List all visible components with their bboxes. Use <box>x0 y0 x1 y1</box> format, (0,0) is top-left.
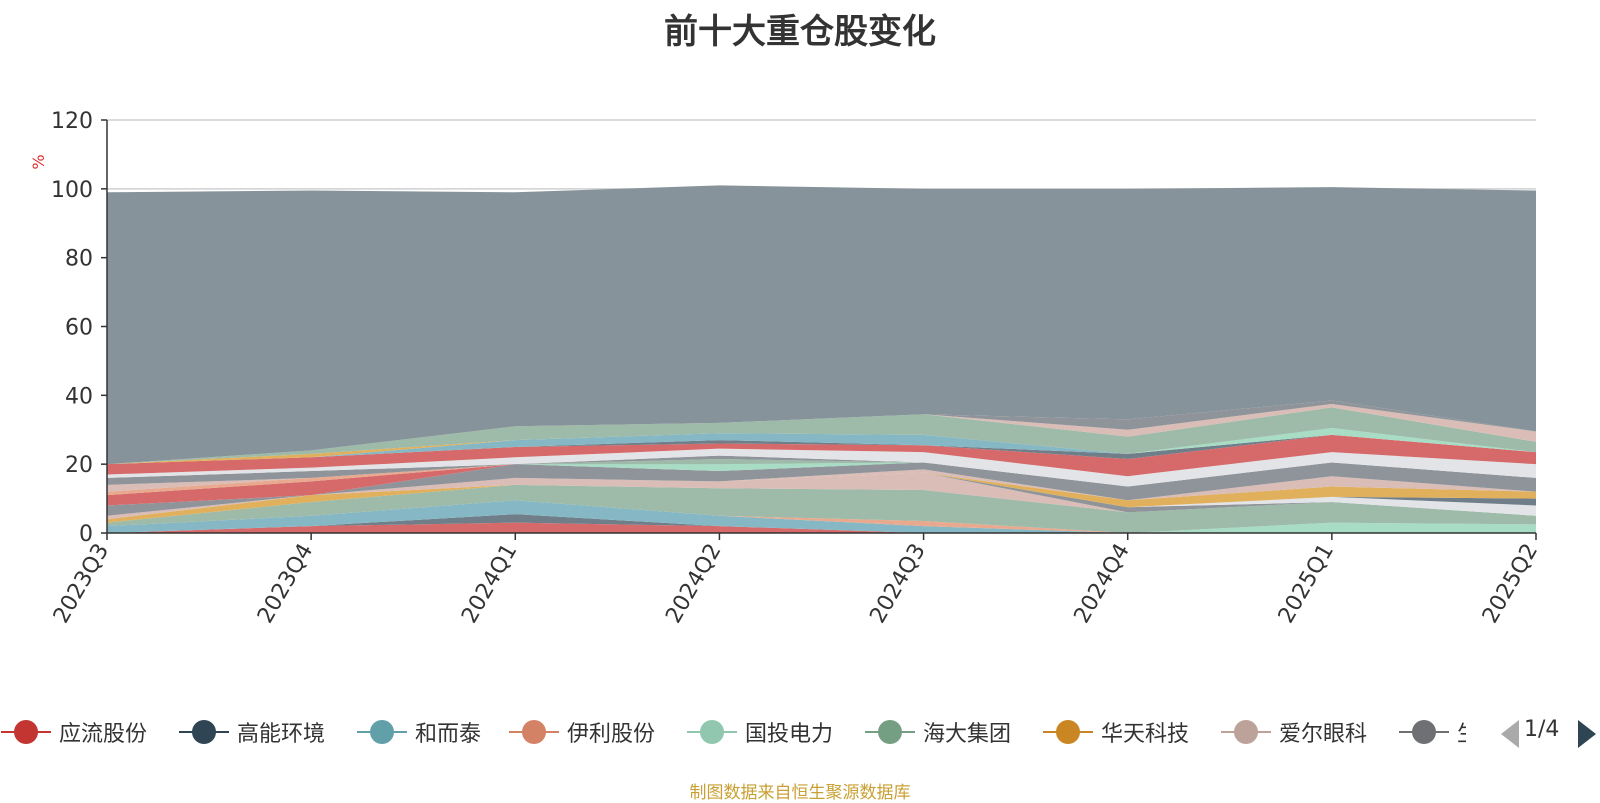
legend-label: 海大集团 <box>923 722 1012 747</box>
legend-item-6[interactable]: 华天科技 <box>1043 712 1189 752</box>
area-series-5 <box>107 484 1536 533</box>
area-series-26 <box>107 407 1536 465</box>
area-series-28 <box>107 400 1536 465</box>
legend-prev-page-button[interactable] <box>1501 720 1519 748</box>
legend-marker <box>179 712 229 752</box>
y-tick-label-6: 120 <box>51 109 93 134</box>
area-series-8 <box>107 472 1536 520</box>
area-series-19 <box>107 455 1536 487</box>
legend-marker <box>1043 712 1093 752</box>
x-tick-label-7: 2025Q2 <box>1478 540 1543 628</box>
y-tick-label-0: 0 <box>79 522 93 547</box>
legend-label: 高能环境 <box>237 722 326 747</box>
x-tick-label-4: 2024Q3 <box>865 540 930 628</box>
x-tick-label-5: 2024Q4 <box>1070 540 1135 628</box>
x-tick-label-0: 2023Q3 <box>49 540 114 628</box>
legend: 应流股份高能环境和而泰伊利股份国投电力海大集团华天科技爱尔眼科生益科技 <box>0 712 1600 756</box>
area-series-1 <box>107 514 1536 533</box>
area-series-0 <box>107 522 1536 533</box>
area-series-23 <box>107 433 1536 465</box>
legend-label: 应流股份 <box>59 722 148 747</box>
y-tick-label-3: 60 <box>65 316 93 341</box>
legend-label: 国投电力 <box>745 722 834 747</box>
legend-marker <box>687 712 737 752</box>
legend-label: 华天科技 <box>1101 722 1190 747</box>
chart-title: 前十大重仓股变化 <box>664 12 936 52</box>
legend-item-5[interactable]: 海大集团 <box>865 712 1011 752</box>
area-series-13 <box>107 462 1536 516</box>
area-series-11 <box>107 472 1536 520</box>
x-tick-label-2: 2024Q1 <box>457 540 522 628</box>
legend-item-2[interactable]: 和而泰 <box>357 712 481 752</box>
legend-marker <box>865 712 915 752</box>
x-tick-label-3: 2024Q2 <box>661 540 726 628</box>
legend-label: 伊利股份 <box>567 722 656 747</box>
legend-item-1[interactable]: 高能环境 <box>179 712 325 752</box>
legend-marker <box>1 712 51 752</box>
area-series-2 <box>107 500 1536 533</box>
legend-marker <box>357 712 407 752</box>
legend-label: 爱尔眼科 <box>1279 722 1368 747</box>
area-series-29 <box>107 185 1536 465</box>
legend-next-page-button[interactable] <box>1578 720 1596 748</box>
legend-pager <box>1466 706 1600 758</box>
y-tick-label-1: 20 <box>65 453 93 478</box>
legend-item-3[interactable]: 伊利股份 <box>509 712 655 752</box>
x-tick-label-6: 2025Q1 <box>1274 540 1339 628</box>
legend-page-indicator: 1/4 <box>1524 717 1560 742</box>
x-tick-label-1: 2023Q4 <box>253 540 318 628</box>
source-note: 制图数据来自恒生聚源数据库 <box>689 783 911 803</box>
legend-item-0[interactable]: 应流股份 <box>1 712 147 752</box>
legend-marker <box>1221 712 1271 752</box>
legend-label: 和而泰 <box>415 722 482 747</box>
area-series-20 <box>107 448 1536 487</box>
legend-marker <box>1399 712 1449 752</box>
stacked-areas <box>107 185 1536 533</box>
legend-item-7[interactable]: 爱尔眼科 <box>1221 712 1367 752</box>
y-tick-label-4: 80 <box>65 247 93 272</box>
area-series-4 <box>107 500 1536 533</box>
y-tick-label-2: 40 <box>65 384 93 409</box>
legend-item-4[interactable]: 国投电力 <box>687 712 833 752</box>
area-series-7 <box>107 472 1536 520</box>
area-series-21 <box>107 434 1536 477</box>
y-axis-unit-label: % <box>29 154 48 169</box>
legend-marker <box>509 712 559 752</box>
y-tick-label-5: 100 <box>51 178 93 203</box>
